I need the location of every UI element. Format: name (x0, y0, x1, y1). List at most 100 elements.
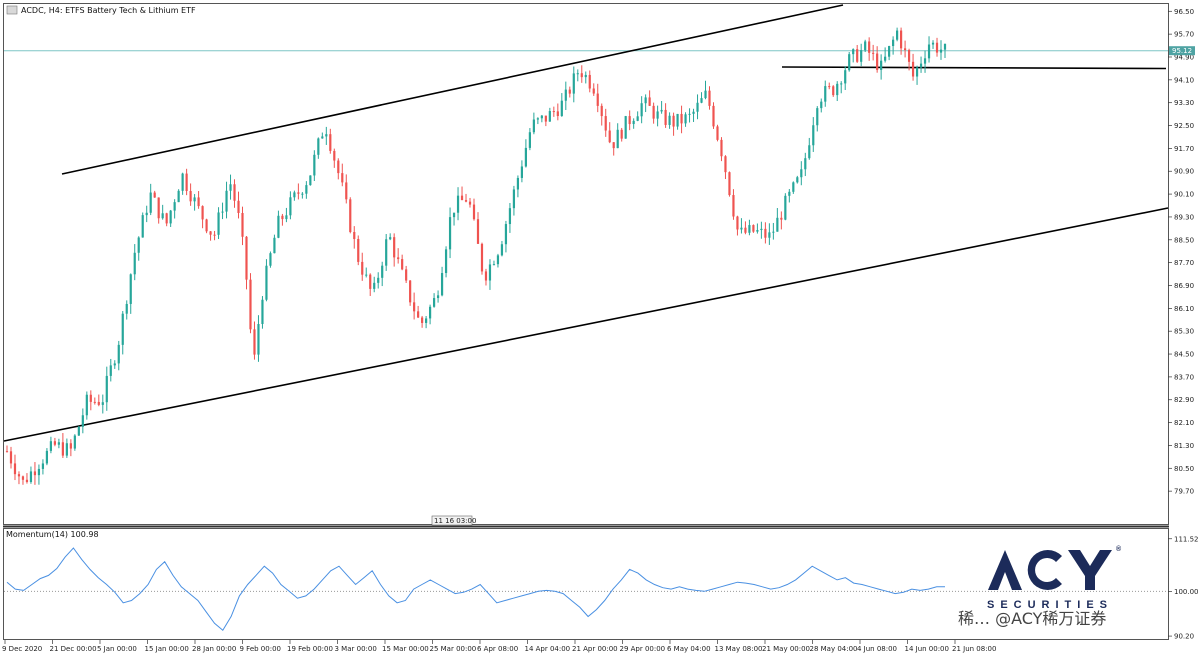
candle-body (652, 105, 655, 119)
candle-body (884, 56, 887, 61)
chart-window-icon[interactable] (6, 5, 18, 15)
candle-body (121, 313, 124, 345)
candle-body (892, 39, 895, 47)
candle-body (828, 86, 831, 88)
candle-body (33, 471, 37, 476)
candle-body (736, 216, 739, 230)
candle-body (812, 125, 815, 146)
candle-body (141, 215, 144, 238)
candle-body (333, 150, 336, 161)
candle-body (604, 116, 607, 131)
candle-body (440, 273, 444, 296)
candle-body (181, 173, 184, 191)
price-tick-label: 89.30 (1174, 213, 1194, 221)
candle-body (289, 197, 292, 216)
candle-body (257, 324, 260, 355)
price-tick-label: 88.50 (1174, 236, 1194, 244)
watermark-overlay: 稀… @ACY稀万证券 (958, 609, 1106, 628)
momentum-tick-label: 111.52 (1174, 535, 1199, 543)
candle-body (876, 53, 879, 70)
candle-body (648, 97, 651, 106)
time-tick-label: 28 May 04:00 (810, 645, 858, 653)
candle-body (405, 269, 408, 281)
candle-body (700, 98, 703, 103)
price-pane-frame (3, 3, 1169, 525)
candle-body (345, 182, 348, 200)
candle-body (5, 451, 9, 453)
chart-title: ACDC, H4: ETFS Battery Tech & Lithium ET… (21, 6, 196, 15)
time-tick-label: 25 Mar 00:00 (430, 645, 477, 653)
candle-body (632, 120, 635, 125)
candle-body (680, 113, 683, 124)
momentum-axis: 111.52 100.00 90.20 (1168, 535, 1199, 641)
candle-body (576, 73, 579, 75)
candle-body (724, 156, 727, 173)
candle-body (305, 185, 308, 194)
candle-body (472, 204, 476, 220)
candle-body (612, 142, 615, 149)
candle-body (844, 70, 847, 84)
candle-body (389, 237, 392, 240)
momentum-tick-label: 100.00 (1174, 588, 1199, 596)
candle-body (129, 274, 132, 304)
candle-body (939, 49, 943, 53)
candle-body (325, 134, 328, 137)
time-tick-label: 15 Mar 00:00 (382, 645, 429, 653)
candle-body (221, 211, 224, 213)
candle-body (592, 88, 595, 94)
candle-body (500, 244, 504, 256)
candle-body (628, 116, 631, 125)
candle-body (381, 265, 384, 278)
candle-body (536, 118, 539, 120)
candle-body (329, 134, 332, 151)
price-tick-label: 84.50 (1174, 351, 1194, 359)
candle-body (919, 63, 923, 68)
time-tick-label: 6 May 04:00 (667, 645, 711, 653)
candle-body (17, 474, 21, 477)
candle-body (644, 97, 647, 104)
candle-body (273, 237, 276, 254)
candle-body (824, 86, 827, 102)
time-tick-label: 4 Jun 08:00 (857, 645, 897, 653)
candle-body (385, 239, 388, 266)
candle-body (261, 299, 264, 325)
candle-body (640, 103, 643, 117)
candle-body (133, 252, 136, 275)
candle-body (81, 415, 84, 427)
price-tick-label: 93.30 (1174, 99, 1194, 107)
candle-body (792, 182, 795, 192)
candle-body (476, 219, 480, 244)
candle-body (804, 158, 807, 170)
candle-body (197, 197, 200, 207)
candle-body (660, 109, 663, 112)
upper-channel-trendline[interactable] (61, 4, 844, 175)
candle-body (29, 471, 33, 483)
candle-body (636, 116, 639, 121)
candle-body (269, 253, 272, 266)
logo-registered: ® (1116, 545, 1122, 553)
horizontal-support-line[interactable] (781, 66, 1167, 70)
candle-body (93, 401, 96, 403)
candle-body (524, 147, 527, 167)
candle-body (237, 200, 240, 214)
candle-body (213, 234, 216, 236)
logo-letter-a-icon (988, 550, 1022, 590)
time-marker-label: 11 16 03:00 (434, 517, 476, 525)
candle-body (53, 441, 56, 445)
candle-body (852, 49, 855, 55)
candle-body (776, 217, 779, 232)
price-tick-label: 90.90 (1174, 168, 1194, 176)
candle-body (596, 93, 599, 106)
price-tick-label: 94.10 (1174, 76, 1194, 84)
candle-body (620, 129, 623, 139)
candle-body (712, 105, 715, 127)
candle-body (616, 129, 619, 149)
price-axis: 96.50 95.70 94.90 94.10 93.30 92.50 91.70 90.90… (1168, 8, 1194, 496)
candle-body (728, 172, 731, 196)
candle-body (448, 217, 452, 250)
lower-channel-trendline[interactable] (3, 207, 1169, 442)
candle-body (65, 443, 68, 456)
candle-body (580, 73, 583, 78)
candle-body (548, 111, 551, 122)
